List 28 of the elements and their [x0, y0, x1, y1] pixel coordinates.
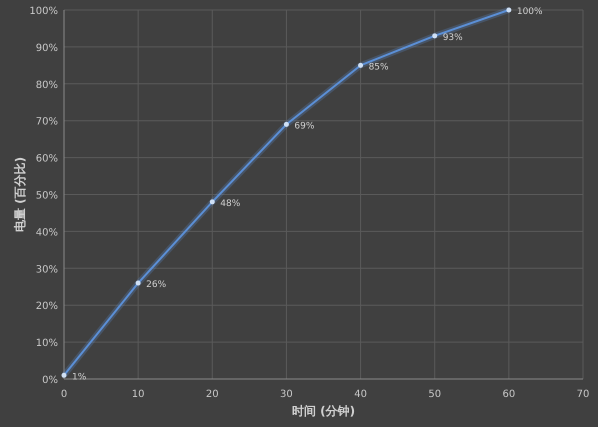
- y-tick-label: 80%: [36, 80, 58, 91]
- x-tick-label: 0: [60, 389, 68, 400]
- x-tick-label: 70: [576, 389, 590, 400]
- y-tick-label: 90%: [36, 42, 58, 54]
- text: 26%: [146, 280, 166, 290]
- y-tick-label: 0%: [42, 375, 58, 386]
- y-tick-label: 50%: [36, 190, 58, 202]
- text: 93%: [442, 32, 463, 43]
- x-tick-label: 40: [354, 389, 367, 400]
- text: 48%: [220, 198, 240, 209]
- x-tick-label: 60: [502, 389, 516, 400]
- y-tick-label: 30%: [36, 264, 58, 276]
- text: 1%: [72, 372, 86, 382]
- y-tick-label: 70%: [36, 116, 58, 128]
- y-tick-label: 20%: [36, 301, 58, 312]
- y-tick-label: 60%: [36, 154, 58, 165]
- text: 69%: [294, 121, 314, 132]
- y-axis-title: 电量 (百分比): [13, 156, 27, 232]
- x-tick-label: 20: [206, 389, 219, 400]
- x-axis-title: 时间 (分钟): [292, 404, 356, 418]
- y-tick-label: 40%: [36, 227, 58, 238]
- x-tick-label: 10: [132, 389, 145, 400]
- text: 100%: [516, 7, 543, 17]
- y-tick-label: 10%: [36, 338, 58, 350]
- text: 85%: [368, 62, 389, 72]
- x-tick-label: 50: [428, 389, 442, 400]
- x-tick-label: 30: [280, 389, 293, 400]
- y-tick-label: 100%: [29, 6, 58, 17]
